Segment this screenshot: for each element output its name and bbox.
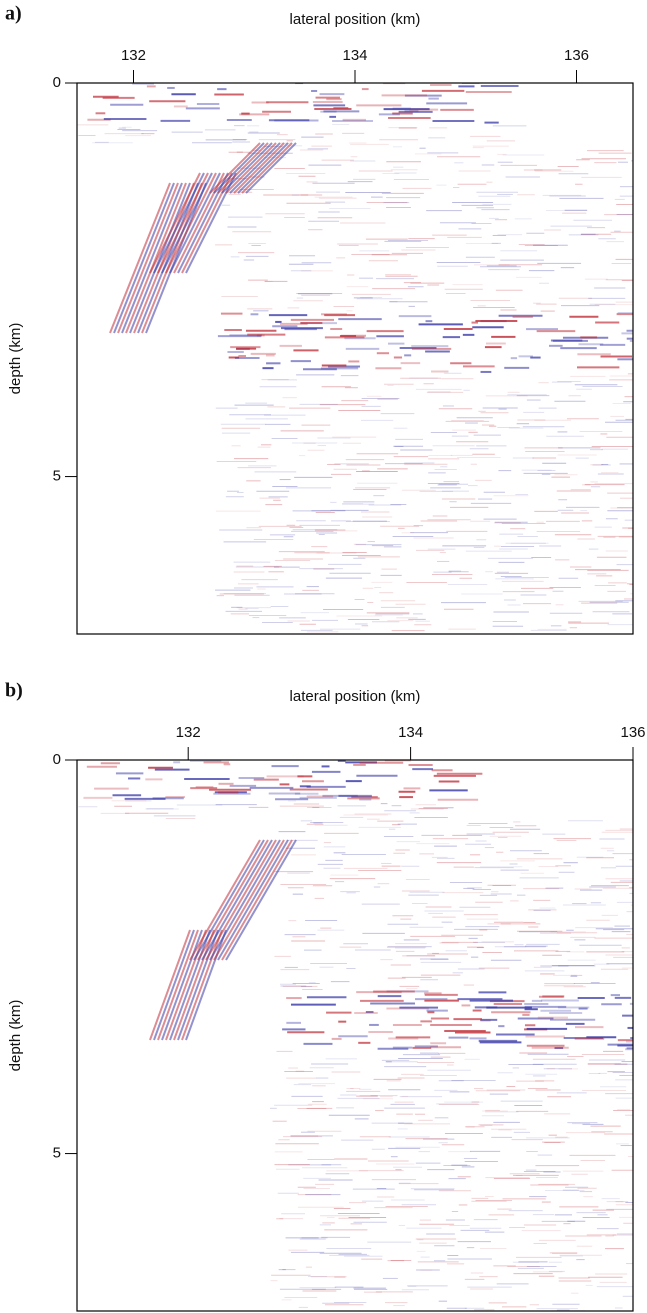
y-tick-label: 5 [53, 468, 61, 485]
texture [165, 172, 217, 274]
texture [137, 182, 199, 334]
texture [173, 929, 215, 1041]
texture [193, 839, 265, 961]
x-tick-label: 134 [342, 47, 367, 64]
texture [225, 142, 277, 194]
y-axis-label: depth (km) [7, 1000, 24, 1072]
texture [149, 929, 191, 1041]
x-tick-label: 136 [564, 47, 589, 64]
x-tick-label: 136 [620, 724, 645, 741]
texture [181, 929, 223, 1041]
texture [185, 929, 227, 1041]
texture [213, 839, 285, 961]
texture [153, 172, 205, 274]
texture [221, 142, 273, 194]
texture [205, 839, 277, 961]
texture [213, 142, 265, 194]
texture [201, 839, 273, 961]
texture [169, 929, 211, 1041]
texture [161, 172, 213, 274]
x-axis-label: lateral position (km) [290, 11, 421, 28]
texture [177, 929, 219, 1041]
texture [209, 839, 281, 961]
texture [129, 182, 191, 334]
texture [117, 182, 179, 334]
x-tick-label: 132 [176, 724, 201, 741]
y-axis-label: depth (km) [7, 323, 24, 395]
texture [217, 142, 269, 194]
panel-label: b) [5, 680, 23, 702]
texture [233, 142, 285, 194]
texture [153, 929, 195, 1041]
y-tick-label: 0 [53, 751, 61, 768]
plot-frame [76, 82, 634, 635]
texture [189, 839, 261, 961]
texture [141, 182, 203, 334]
texture [173, 172, 225, 274]
texture [185, 172, 237, 274]
texture [177, 172, 229, 274]
texture [161, 929, 203, 1041]
texture [209, 142, 261, 194]
texture [245, 142, 297, 194]
texture [241, 142, 293, 194]
texture [237, 142, 289, 194]
texture [157, 172, 209, 274]
seismic-image [78, 760, 633, 1311]
texture [197, 839, 269, 961]
plot-frame [76, 759, 634, 1312]
x-tick-label: 132 [121, 47, 146, 64]
texture [145, 182, 207, 334]
texture [149, 172, 201, 274]
texture [225, 839, 297, 961]
x-tick-label: 134 [398, 724, 423, 741]
seismic-image [77, 83, 633, 633]
texture [109, 182, 171, 334]
y-tick-label: 5 [53, 1145, 61, 1162]
texture [133, 182, 195, 334]
texture [165, 929, 207, 1041]
texture [121, 182, 183, 334]
texture [113, 182, 175, 334]
y-tick-label: 0 [53, 74, 61, 91]
panel-label: a) [5, 3, 22, 25]
texture [181, 172, 233, 274]
texture [125, 182, 187, 334]
texture [229, 142, 281, 194]
x-axis-label: lateral position (km) [290, 688, 421, 705]
texture [221, 839, 293, 961]
texture [169, 172, 221, 274]
texture [217, 839, 289, 961]
texture [157, 929, 199, 1041]
